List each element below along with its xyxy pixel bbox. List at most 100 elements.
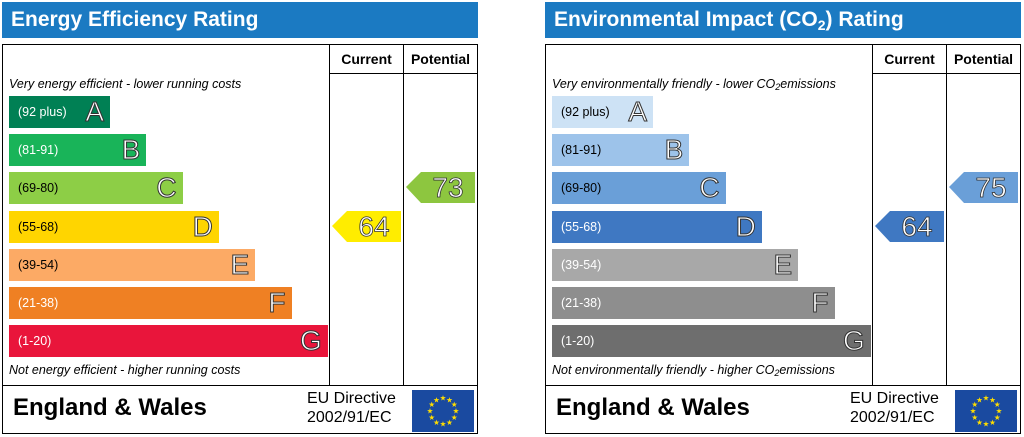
environment-band-letter: E	[773, 248, 793, 280]
environment-band-d: (55-68) D	[552, 210, 762, 243]
environment-band-e: (39-54) E	[552, 248, 799, 281]
environment-current-arrow: 64	[875, 210, 944, 242]
eu-star-icon: ★	[989, 418, 996, 427]
eu-star-icon: ★	[453, 407, 460, 416]
environment-band-f: (21-38) F	[552, 287, 835, 319]
energy-band-letter: C	[156, 172, 177, 204]
environment-band-letter: B	[664, 134, 684, 166]
environment-country: England & Wales	[556, 394, 750, 421]
energy-band-letter: D	[192, 210, 213, 242]
energy-band-range: (55-68)	[18, 219, 59, 234]
eu-star-icon: ★	[427, 407, 434, 416]
energy-band-letter: E	[230, 248, 250, 280]
energy-potential-header: Potential	[410, 51, 471, 67]
environment-potential-header: Potential	[953, 51, 1014, 67]
environment-band-letter: D	[735, 210, 756, 242]
eu-star-icon: ★	[428, 413, 435, 422]
environment-band-c: (69-80) C	[552, 172, 726, 205]
energy-directive-line1: EU Directive	[307, 390, 396, 407]
energy-potential-arrow: 73	[406, 172, 475, 204]
energy-band-range: (1-20)	[18, 334, 52, 349]
environment-band-range: (21-38)	[561, 296, 602, 310]
eu-star-icon: ★	[971, 400, 978, 409]
energy-band-range: (69-80)	[18, 181, 59, 196]
energy-band-range: (39-54)	[18, 257, 59, 272]
energy-band-f: (21-38) F	[9, 287, 292, 319]
energy-band-letter: B	[121, 134, 141, 166]
environment-band-range: (69-80)	[561, 181, 602, 196]
energy-band-d: (55-68) D	[9, 210, 219, 243]
energy-top-caption: Very energy efficient - lower running co…	[9, 77, 242, 91]
eu-star-icon: ★	[446, 395, 453, 404]
energy-bottom-caption: Not energy efficient - higher running co…	[9, 363, 241, 377]
environment-directive-line2: 2002/91/EC	[850, 409, 935, 426]
energy-band-a: (92 plus) A	[9, 96, 110, 128]
energy-band-letter: F	[268, 287, 286, 319]
energy-directive-line2: 2002/91/EC	[307, 409, 392, 426]
eu-star-icon: ★	[433, 395, 440, 404]
eu-star-icon: ★	[994, 413, 1001, 422]
eu-star-icon: ★	[983, 420, 990, 429]
environment-band-letter: A	[628, 96, 648, 128]
energy-band-e: (39-54) E	[9, 248, 256, 281]
energy-country: England & Wales	[13, 394, 207, 421]
energy-band-range: (21-38)	[18, 296, 59, 310]
eu-star-icon: ★	[971, 413, 978, 422]
environment-chart-box: Current Potential Very environmentally f…	[545, 44, 1021, 434]
environment-band-range: (39-54)	[561, 257, 602, 272]
eu-star-icon: ★	[440, 394, 447, 403]
energy-band-letter: A	[85, 96, 105, 128]
eu-star-icon: ★	[976, 395, 983, 404]
environment-title: Environmental Impact (CO2) Rating	[545, 2, 1021, 38]
eu-star-icon: ★	[989, 395, 996, 404]
environment-band-g: (1-20) G	[552, 325, 871, 358]
environment-current-rating-value: 64	[901, 211, 932, 242]
environment-directive-line1: EU Directive	[850, 390, 939, 407]
environment-band-b: (81-91) B	[552, 134, 690, 167]
energy-band-range: (81-91)	[18, 143, 59, 158]
eu-star-icon: ★	[451, 400, 458, 409]
environment-band-a: (92 plus) A	[552, 96, 653, 128]
eu-star-icon: ★	[446, 418, 453, 427]
environment-current-header: Current	[884, 51, 935, 67]
energy-chart-box: Current Potential Very energy efficient …	[2, 44, 478, 434]
energy-band-range: (92 plus)	[18, 105, 67, 119]
energy-current-arrow-shape	[332, 210, 401, 242]
environment-potential-arrow: 75	[949, 172, 1018, 204]
environment-band-letter: C	[699, 172, 720, 204]
eu-star-icon: ★	[451, 413, 458, 422]
eu-star-icon: ★	[976, 418, 983, 427]
energy-current-arrow: 64	[332, 210, 401, 242]
eu-star-icon: ★	[994, 400, 1001, 409]
environment-bottom-caption: Not environmentally friendly - higher CO…	[552, 363, 835, 378]
environment-band-range: (92 plus)	[561, 105, 610, 119]
energy-potential-rating-value: 73	[432, 172, 463, 203]
eu-star-icon: ★	[440, 420, 447, 429]
environment-current-arrow-shape	[875, 210, 944, 242]
energy-band-letter: G	[300, 325, 323, 357]
eu-flag-icon: ★ ★★★★★★★★★★★	[412, 390, 474, 432]
environment-band-range: (81-91)	[561, 143, 602, 158]
environment-band-range: (55-68)	[561, 219, 602, 234]
environment-band-letter: F	[811, 287, 829, 319]
energy-potential-arrow-shape	[406, 172, 475, 204]
energy-title: Energy Efficiency Rating	[2, 2, 478, 38]
energy-efficiency-panel: Energy Efficiency Rating Current Potenti…	[2, 2, 478, 434]
environment-potential-rating-value: 75	[975, 172, 1006, 203]
eu-star-icon: ★	[433, 418, 440, 427]
eu-star-icon: ★	[970, 407, 977, 416]
environmental-impact-panel: Environmental Impact (CO2) Rating Curren…	[545, 2, 1021, 434]
eu-flag-icon: ★ ★★★★★★★★★★★	[955, 390, 1017, 432]
eu-star-icon: ★	[983, 394, 990, 403]
energy-band-g: (1-20) G	[9, 325, 328, 358]
energy-current-rating-value: 64	[358, 211, 389, 242]
energy-current-header: Current	[341, 51, 392, 67]
environment-directive: EU Directive 2002/91/EC	[850, 389, 939, 427]
environment-top-caption: Very environmentally friendly - lower CO…	[552, 77, 836, 92]
energy-band-c: (69-80) C	[9, 172, 183, 205]
environment-band-range: (1-20)	[561, 334, 595, 349]
environment-band-letter: G	[843, 325, 866, 357]
eu-star-icon: ★	[428, 400, 435, 409]
environment-potential-arrow-shape	[949, 172, 1018, 204]
energy-directive: EU Directive 2002/91/EC	[307, 389, 396, 427]
